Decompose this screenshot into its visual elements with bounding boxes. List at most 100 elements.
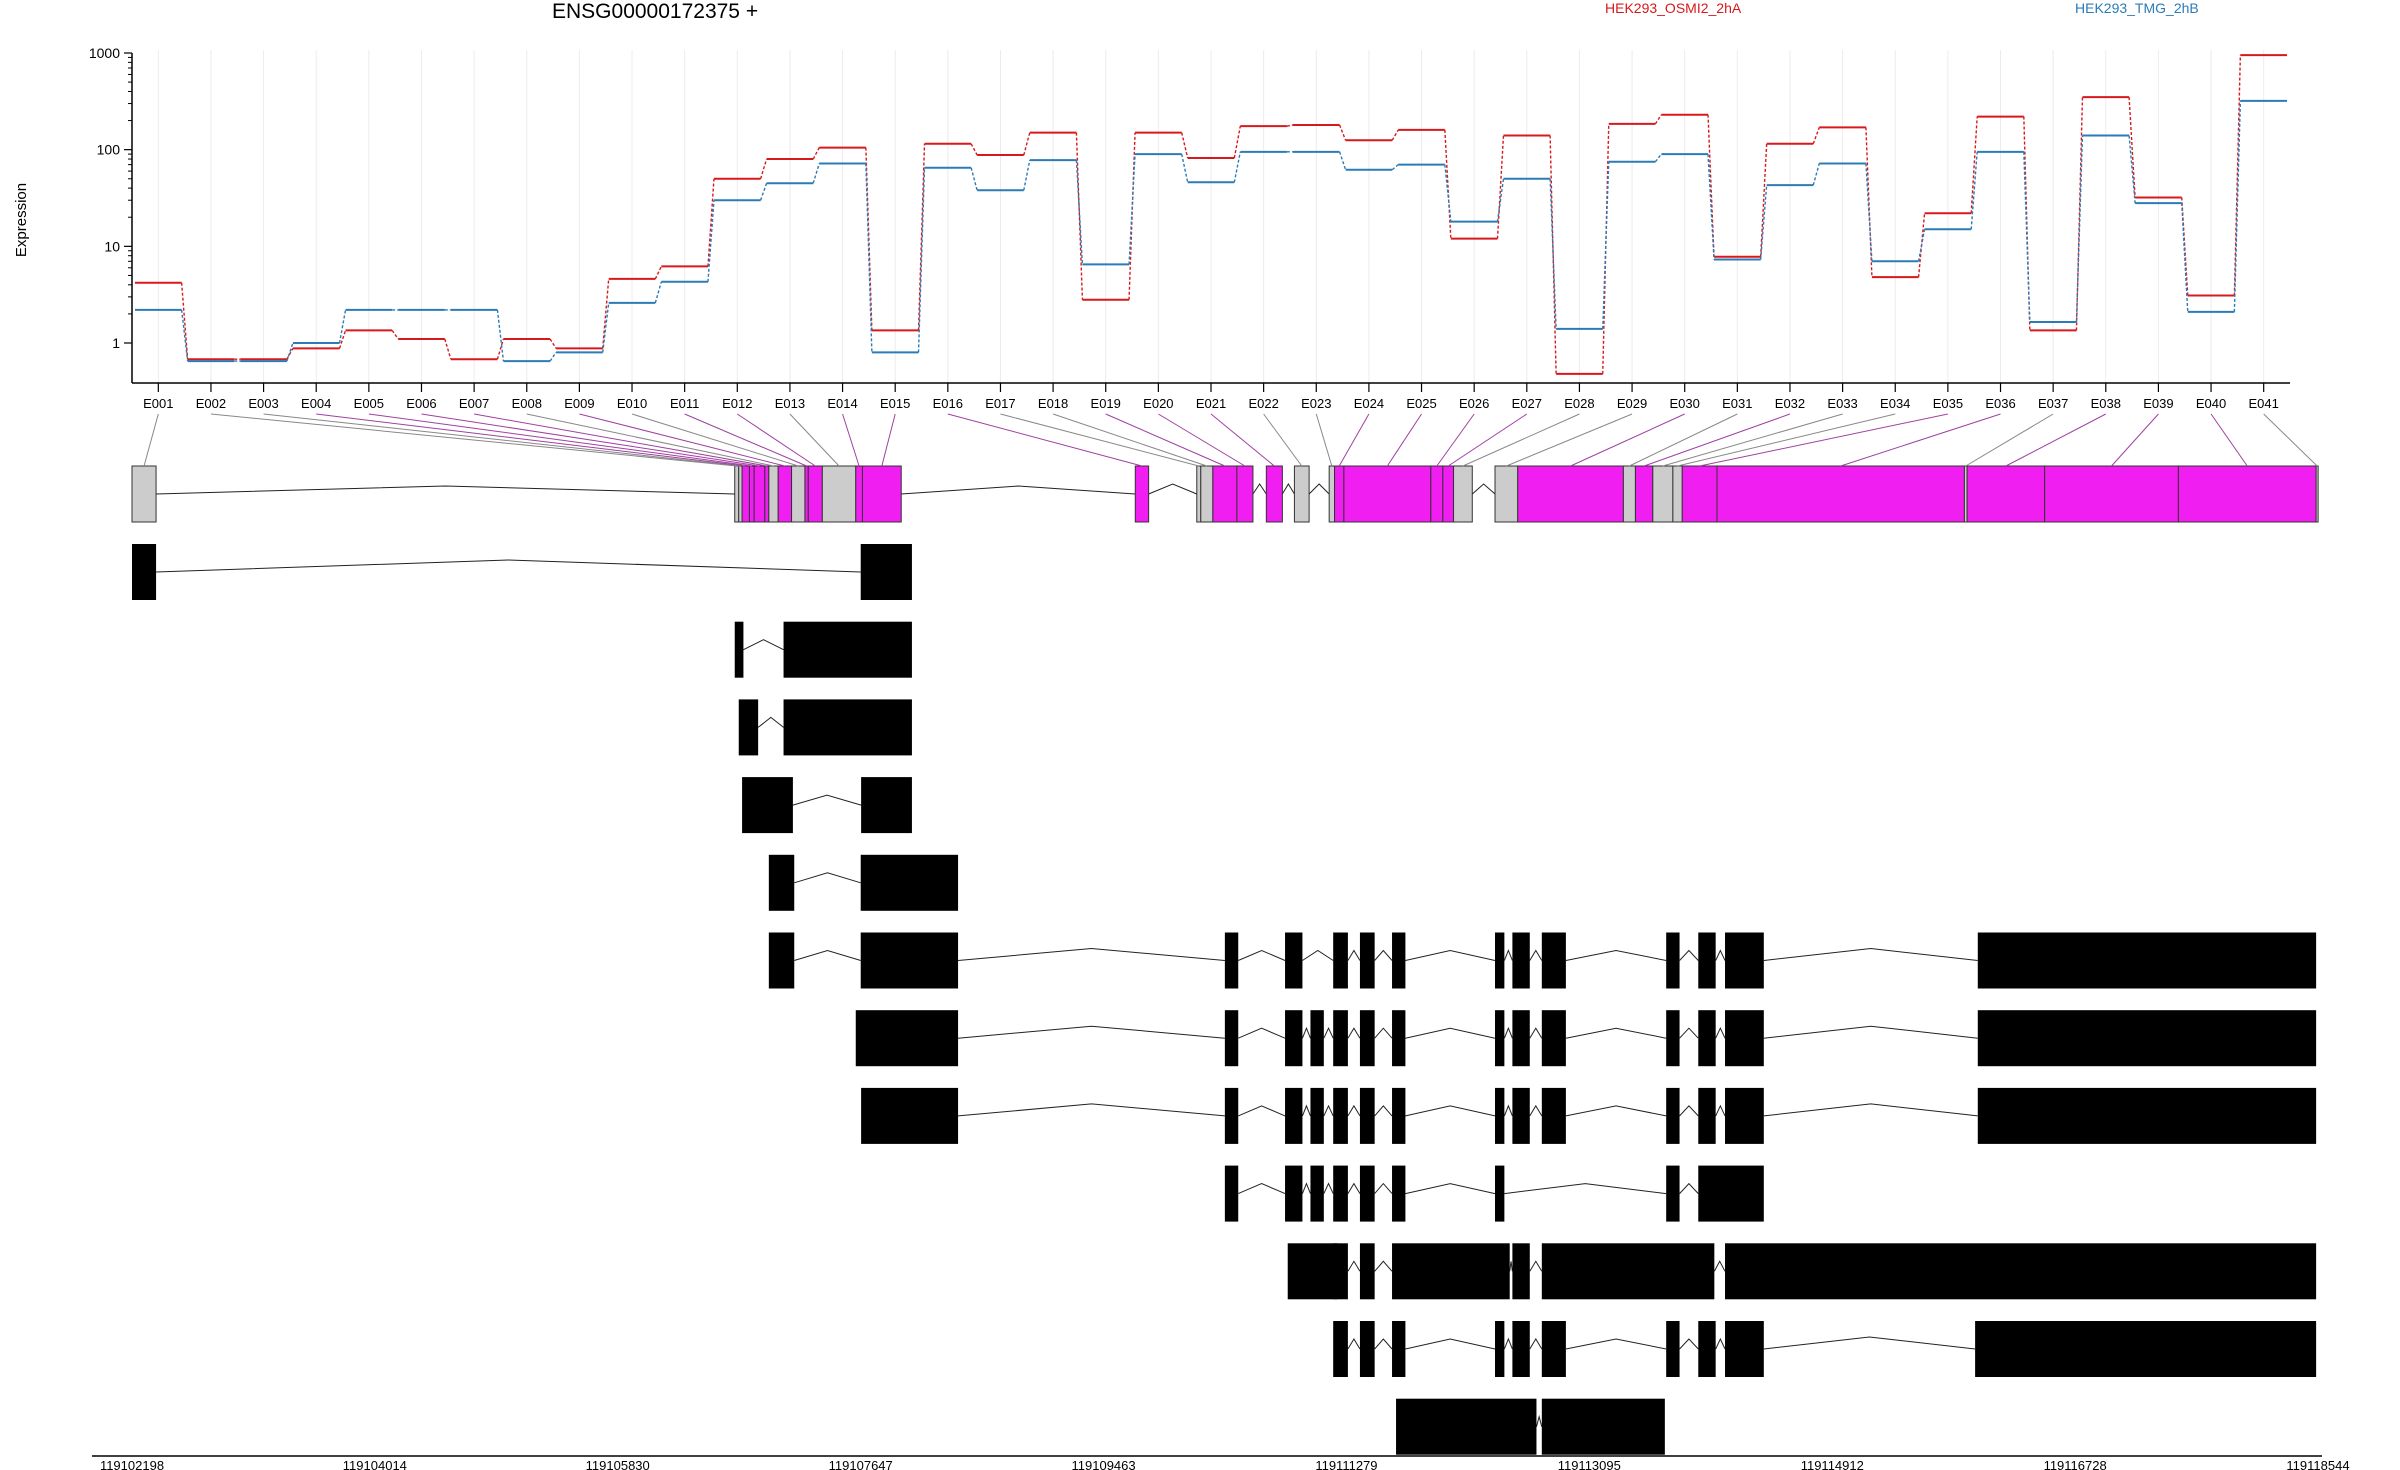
transcript-exon xyxy=(1541,1010,1566,1067)
exon-connector xyxy=(210,413,737,467)
exon-connector xyxy=(1052,413,1207,467)
exon-label: E016 xyxy=(933,396,963,411)
transcript-intron xyxy=(1715,1027,1726,1039)
exon-bin xyxy=(1634,465,1654,523)
transcript-exon xyxy=(1285,1165,1303,1222)
transcript-intron xyxy=(1715,1104,1726,1117)
transcript-exon xyxy=(1698,1010,1716,1067)
transcript-exon xyxy=(1333,1010,1348,1067)
transcript-intron xyxy=(1715,949,1726,961)
transcript-exon xyxy=(1666,1321,1680,1377)
exon-bin xyxy=(748,465,755,523)
exon-label: E013 xyxy=(775,396,805,411)
transcript-intron xyxy=(1238,1183,1286,1195)
exon-label: E039 xyxy=(2143,396,2173,411)
exon-connector xyxy=(1840,413,2001,467)
exon-connector xyxy=(684,413,807,467)
transcript-exon xyxy=(1333,1165,1348,1222)
exon-connector xyxy=(842,413,860,467)
exon-bin xyxy=(2315,465,2319,523)
exon-label: E010 xyxy=(617,396,647,411)
transcript-intron xyxy=(958,947,1225,961)
exon-connector xyxy=(263,413,741,467)
transcript-intron xyxy=(1374,1338,1393,1350)
exon-connector xyxy=(881,413,896,467)
transcript-intron xyxy=(1374,1260,1393,1272)
exon-connector xyxy=(1570,413,1685,467)
exon-bin xyxy=(753,465,766,523)
transcript-intron xyxy=(1347,1182,1361,1194)
genomic-tick-label: 119109463 xyxy=(1072,1458,1136,1470)
transcript-exon xyxy=(1310,1010,1324,1067)
transcript-exon xyxy=(1392,1165,1406,1222)
transcript-exon xyxy=(860,854,959,911)
transcript-exon xyxy=(1666,1010,1680,1067)
transcript-intron xyxy=(1347,1260,1361,1272)
exon-bin xyxy=(821,465,857,523)
transcript-exon xyxy=(1666,1087,1680,1144)
transcript-intron xyxy=(1503,949,1513,961)
exon-bin xyxy=(1212,465,1238,523)
exon-connector xyxy=(1338,413,1370,467)
exon-label: E026 xyxy=(1459,396,1489,411)
transcript-intron xyxy=(1374,1182,1393,1194)
transcript-exon xyxy=(1359,1010,1375,1067)
exon-bin xyxy=(1196,465,1202,523)
genomic-tick-label: 119114912 xyxy=(1801,1458,1864,1470)
transcript-exon xyxy=(1541,1087,1566,1144)
gene-model-intron xyxy=(1148,483,1197,495)
transcript-intron xyxy=(1238,1027,1286,1039)
exon-connector xyxy=(1210,413,1275,467)
transcript-exon xyxy=(1495,1321,1505,1377)
exon-label: E018 xyxy=(1038,396,1068,411)
exon-bin xyxy=(1622,465,1636,523)
exon-bin xyxy=(741,465,750,523)
transcript-exon xyxy=(1224,1087,1239,1144)
transcript-intron xyxy=(1374,1105,1393,1117)
exon-label: E019 xyxy=(1091,396,1121,411)
transcript-exon xyxy=(861,777,912,834)
transcript-row xyxy=(132,544,912,600)
gene-model-intron xyxy=(1252,483,1267,495)
transcript-exon xyxy=(1541,932,1566,989)
transcript-exon xyxy=(1512,932,1530,989)
exon-bin xyxy=(1672,465,1683,523)
transcript-exon xyxy=(1495,1010,1505,1067)
exon-bin xyxy=(1716,465,1965,523)
transcript-intron xyxy=(1302,949,1334,961)
exon-axis: E001 E002 E003 E004 E005 E006 E007 E008 E009 E010… xyxy=(132,382,2290,411)
transcript-intron xyxy=(1405,949,1496,961)
transcript-intron xyxy=(1238,949,1286,961)
exon-connector xyxy=(1158,413,1246,467)
exon-label: E002 xyxy=(196,396,226,411)
transcript-exon xyxy=(1666,932,1680,989)
transcript-exon xyxy=(1495,932,1505,989)
transcript-exon xyxy=(1725,1087,1764,1144)
transcript-row xyxy=(738,699,912,756)
transcript-exon xyxy=(1224,1165,1239,1222)
transcript-intron xyxy=(1679,1027,1699,1039)
exon-bin xyxy=(1430,465,1444,523)
genomic-tick-label: 119118544 xyxy=(2286,1458,2349,1470)
exon-connector xyxy=(1105,413,1226,467)
exon-connector xyxy=(1699,413,1948,467)
transcript-exon xyxy=(1512,1010,1530,1067)
transcript-exon xyxy=(1396,1398,1537,1455)
transcript-intron xyxy=(1323,1104,1334,1117)
exon-connector xyxy=(1263,413,1303,467)
exon-bin xyxy=(768,465,779,523)
y-tick-label: 10 xyxy=(104,238,120,254)
gene-title: ENSG00000172375 + xyxy=(552,0,759,23)
exon-connector xyxy=(1643,413,1791,467)
transcript-exon xyxy=(1285,932,1303,989)
exon-label: E015 xyxy=(880,396,910,411)
transcript-intron xyxy=(1529,1260,1543,1272)
grid-layer xyxy=(157,50,2265,383)
transcript-exon xyxy=(783,699,912,756)
transcript-row xyxy=(1287,1243,2317,1300)
exon-label: E035 xyxy=(1933,396,1963,411)
transcript-intron xyxy=(1565,1338,1667,1350)
transcript-exon xyxy=(1224,932,1239,989)
transcript-exon xyxy=(1512,1087,1530,1144)
y-tick-label: 100 xyxy=(97,142,121,158)
